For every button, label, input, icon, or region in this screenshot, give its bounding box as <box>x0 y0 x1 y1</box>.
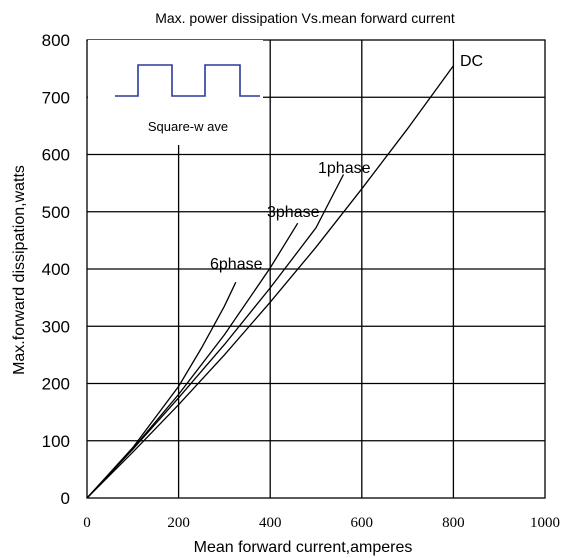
inset-label: Square-w ave <box>148 119 228 134</box>
chart-title: Max. power dissipation Vs.mean forward c… <box>155 10 455 26</box>
x-tick-label: 400 <box>259 515 282 531</box>
series-line-dc <box>86 65 454 499</box>
y-tick-label: 700 <box>42 88 70 107</box>
x-tick-label: 800 <box>442 515 465 531</box>
y-tick-label: 400 <box>42 260 70 279</box>
series-line-6phase <box>86 281 237 499</box>
y-tick-label: 500 <box>42 203 70 222</box>
square-wave-inset: Square-w ave <box>88 40 263 145</box>
y-tick-label: 600 <box>42 146 70 165</box>
x-tick-label: 600 <box>351 515 374 531</box>
x-tick-label: 1000 <box>530 515 560 531</box>
x-tick-label: 0 <box>83 515 91 531</box>
y-tick-label: 0 <box>61 489 70 508</box>
y-tick-label: 100 <box>42 432 70 451</box>
series-line-3phase <box>86 222 299 499</box>
y-tick-label: 200 <box>42 375 70 394</box>
series-label-3phase: 3phase <box>267 204 320 221</box>
x-axis-label: Mean forward current,amperes <box>194 539 413 556</box>
tick-labels: 0 100 200 300 400 500 600 700 800 0 200 400 600 800 10… <box>42 31 560 531</box>
y-tick-label: 300 <box>42 317 70 336</box>
y-axis-label: Max.forward dissipation,watts <box>11 165 28 375</box>
series-label-1phase: 1phase <box>318 160 371 177</box>
y-tick-label: 800 <box>42 31 70 50</box>
grid <box>86 39 546 499</box>
x-tick-label: 200 <box>167 515 190 531</box>
series-label-6phase: 6phase <box>210 256 263 273</box>
inset-box <box>88 40 263 145</box>
series-line-1phase <box>86 174 345 499</box>
series-lines: DC 1phase 3phase 6phase <box>86 53 483 499</box>
series-label-dc: DC <box>460 53 483 70</box>
square-wave-icon <box>115 64 260 97</box>
